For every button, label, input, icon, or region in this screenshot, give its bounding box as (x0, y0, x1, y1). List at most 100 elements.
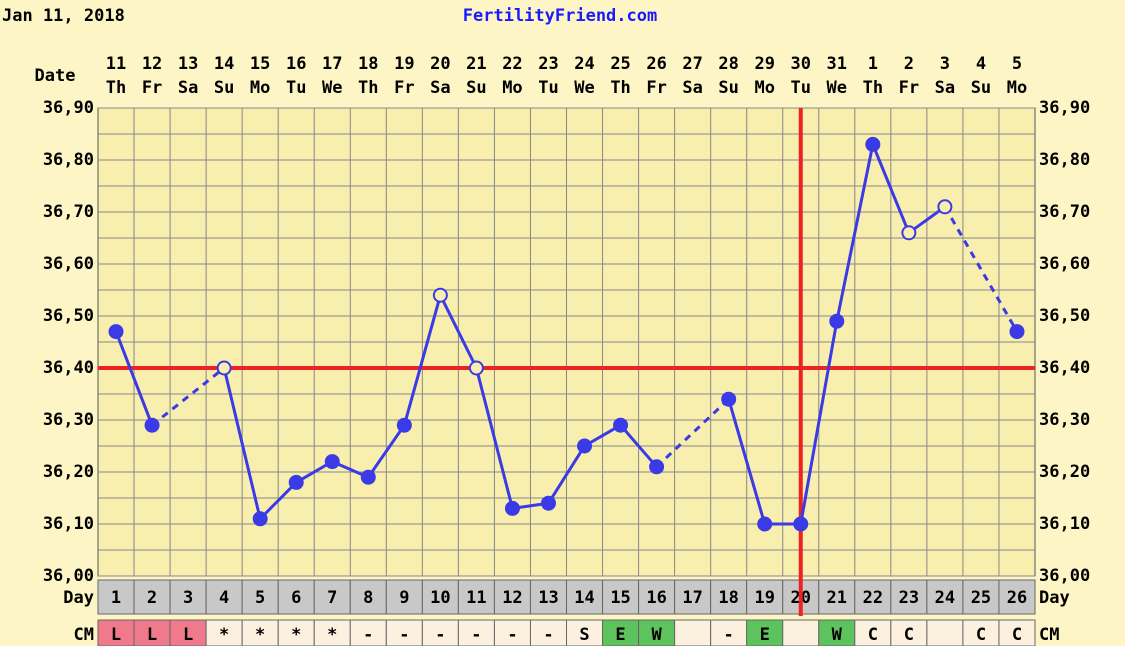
cm-cell (421, 619, 459, 646)
y2-tick-label: 36,70 (1039, 202, 1090, 222)
cm-code: E (615, 625, 625, 645)
cm-cell (854, 619, 892, 646)
cm-cell (890, 619, 928, 646)
cm-code: W (651, 625, 662, 645)
cm-cell (998, 619, 1036, 646)
open-point (216, 360, 232, 376)
weekday-label: Mo (754, 78, 774, 98)
point (577, 438, 593, 454)
cm-label: CM (74, 625, 94, 645)
y2-tick-label: 36,90 (1039, 98, 1090, 118)
cm-cell (169, 619, 207, 646)
cm-code: L (147, 625, 157, 645)
date-label: 21 (466, 54, 486, 74)
gap-bridge (655, 398, 730, 468)
day-cell (674, 579, 712, 615)
cm-cell (277, 619, 315, 646)
point (793, 516, 809, 532)
weekday-label: Tu (538, 78, 558, 98)
day-number: 22 (863, 588, 883, 608)
y-tick-label: 36,60 (43, 254, 94, 274)
cm-cell (133, 619, 171, 646)
date-label: 25 (610, 54, 630, 74)
point (865, 136, 881, 152)
day-cell (97, 579, 135, 615)
open-point (901, 225, 917, 241)
weekday-label: We (827, 78, 847, 98)
y-tick-label: 36,00 (43, 566, 94, 586)
day-cell (169, 579, 207, 615)
day-number: 14 (574, 588, 594, 608)
day-cell (385, 579, 423, 615)
date-label: 17 (322, 54, 342, 74)
day-cell (313, 579, 351, 615)
day-number: 16 (646, 588, 666, 608)
date-label: 12 (142, 54, 162, 74)
date-label: 16 (286, 54, 306, 74)
day-number: 24 (935, 588, 955, 608)
date-label: 13 (178, 54, 198, 74)
point (613, 417, 629, 433)
cm-code: W (832, 625, 843, 645)
y-tick-label: 36,10 (43, 514, 94, 534)
point (757, 516, 773, 532)
point (829, 313, 845, 329)
date-label: 31 (827, 54, 847, 74)
day-cell (998, 579, 1036, 615)
date-label: 28 (718, 54, 738, 74)
temperature-line (114, 331, 154, 426)
weekday-label: Sa (935, 78, 955, 98)
day-number: 17 (682, 588, 702, 608)
date-label: 30 (791, 54, 811, 74)
cm-code: - (724, 625, 734, 645)
cm-code: - (507, 625, 517, 645)
y-tick-label: 36,50 (43, 306, 94, 326)
cm-code: L (183, 625, 193, 645)
day-label-right: Day (1039, 588, 1070, 608)
day-number: 4 (219, 588, 229, 608)
weekday-label: Mo (502, 78, 522, 98)
header-date: Jan 11, 2018 (2, 6, 125, 26)
point (144, 417, 160, 433)
point (504, 500, 520, 516)
weekday-label: Su (214, 78, 234, 98)
day-cell (566, 579, 604, 615)
cm-cell (385, 619, 423, 646)
date-label: 18 (358, 54, 378, 74)
day-number: 21 (827, 588, 847, 608)
weekday-label: Fr (646, 78, 666, 98)
date-label: 29 (754, 54, 774, 74)
cm-cell (782, 619, 820, 646)
y-tick-label: 36,30 (43, 410, 94, 430)
weekday-label: We (574, 78, 594, 98)
cm-code: - (471, 625, 481, 645)
y2-tick-label: 36,40 (1039, 358, 1090, 378)
day-number: 25 (971, 588, 991, 608)
point (1009, 324, 1025, 340)
point (252, 511, 268, 527)
date-label: 19 (394, 54, 414, 74)
point (649, 459, 665, 475)
day-cell (710, 579, 748, 615)
date-label: 15 (250, 54, 270, 74)
date-label: 26 (646, 54, 666, 74)
day-number: 8 (363, 588, 373, 608)
day-number: 10 (430, 588, 450, 608)
day-cell (746, 579, 784, 615)
day-cell (890, 579, 928, 615)
weekday-label: Sa (682, 78, 702, 98)
day-number: 6 (291, 588, 301, 608)
cm-cell (638, 619, 676, 646)
weekday-label: Th (610, 78, 630, 98)
cm-code: * (255, 625, 265, 645)
date-label: 2 (904, 54, 914, 74)
y-tick-label: 36,70 (43, 202, 94, 222)
day-number: 7 (327, 588, 337, 608)
site-name: FertilityFriend.com (463, 6, 657, 26)
y2-tick-label: 36,60 (1039, 254, 1090, 274)
day-number: 2 (147, 588, 157, 608)
cm-cell (241, 619, 279, 646)
open-point (432, 287, 448, 303)
day-cell (349, 579, 387, 615)
